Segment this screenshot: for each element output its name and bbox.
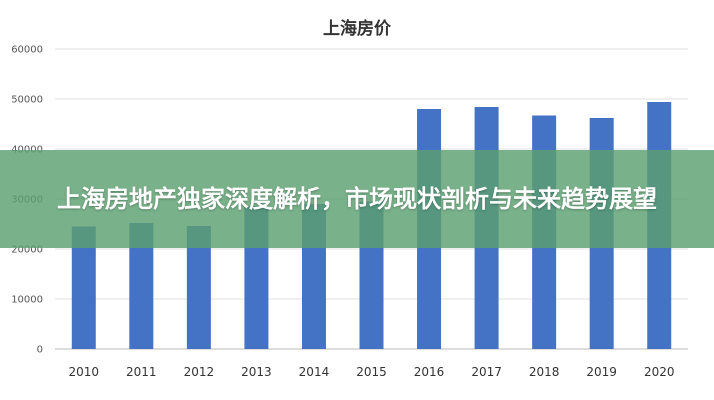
x-tick-label: 2020 bbox=[644, 365, 675, 379]
x-tick-label: 2011 bbox=[126, 365, 157, 379]
headline-banner: 上海房地产独家深度解析，市场现状剖析与未来趋势展望 bbox=[0, 150, 714, 248]
headline-text: 上海房地产独家深度解析，市场现状剖析与未来趋势展望 bbox=[57, 185, 657, 213]
x-tick-label: 2016 bbox=[414, 365, 445, 379]
chart-title: 上海房价 bbox=[323, 18, 392, 39]
x-tick-label: 2012 bbox=[184, 365, 215, 379]
x-axis-ticks: 2010 2011 2012 2013 2014 2015 2016 2017 2018 2019… bbox=[68, 365, 674, 379]
y-tick-label: 10000 bbox=[11, 295, 43, 306]
x-tick-label: 2010 bbox=[68, 365, 99, 379]
x-tick-label: 2014 bbox=[299, 365, 330, 379]
x-tick-label: 2015 bbox=[356, 365, 387, 379]
x-tick-label: 2017 bbox=[471, 365, 502, 379]
y-tick-label: 60000 bbox=[11, 45, 43, 56]
x-tick-label: 2018 bbox=[529, 365, 560, 379]
y-tick-label: 0 bbox=[37, 345, 43, 356]
x-tick-label: 2019 bbox=[586, 365, 617, 379]
x-tick-label: 2013 bbox=[241, 365, 272, 379]
y-tick-label: 20000 bbox=[11, 245, 43, 256]
y-tick-label: 50000 bbox=[11, 95, 43, 106]
